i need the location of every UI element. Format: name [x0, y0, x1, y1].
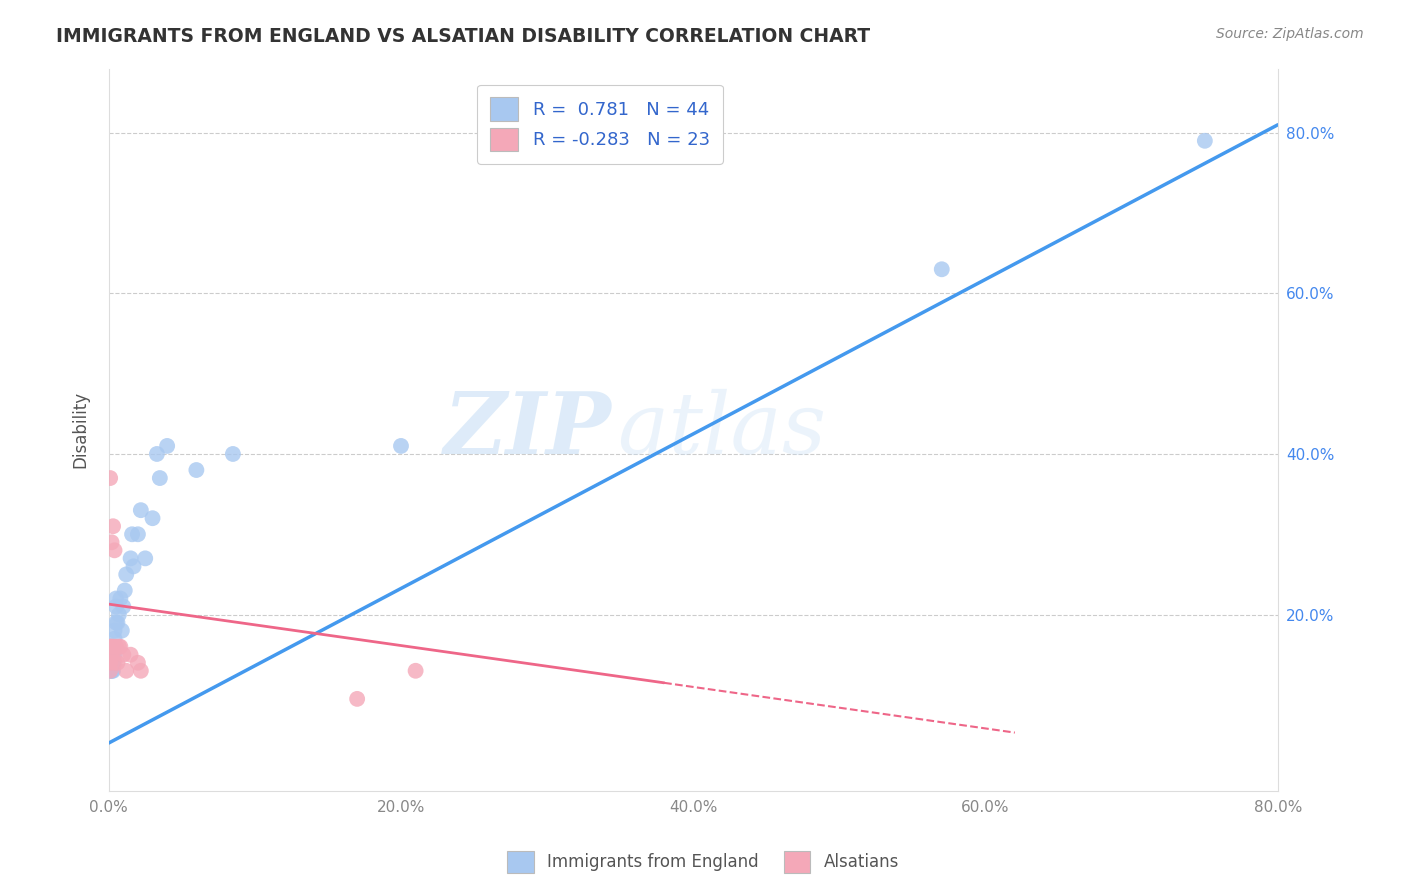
Text: IMMIGRANTS FROM ENGLAND VS ALSATIAN DISABILITY CORRELATION CHART: IMMIGRANTS FROM ENGLAND VS ALSATIAN DISA…: [56, 27, 870, 45]
Point: [389, 439, 412, 453]
Point: [346, 691, 368, 706]
Point: [98, 471, 121, 485]
Point: [114, 583, 136, 598]
Point: [115, 664, 138, 678]
Point: [101, 519, 124, 533]
Point: [110, 591, 132, 606]
Point: [127, 527, 149, 541]
Point: [100, 640, 122, 654]
Point: [103, 543, 125, 558]
Point: [103, 648, 125, 662]
Point: [122, 559, 145, 574]
Point: [100, 648, 122, 662]
Point: [104, 640, 127, 654]
Point: [141, 511, 163, 525]
Y-axis label: Disability: Disability: [72, 392, 89, 468]
Point: [127, 656, 149, 670]
Text: Source: ZipAtlas.com: Source: ZipAtlas.com: [1216, 27, 1364, 41]
Point: [146, 447, 169, 461]
Point: [121, 527, 143, 541]
Point: [110, 640, 132, 654]
Point: [156, 439, 179, 453]
Point: [103, 624, 125, 638]
Point: [120, 648, 142, 662]
Point: [129, 503, 152, 517]
Point: [100, 656, 122, 670]
Point: [107, 615, 129, 630]
Point: [186, 463, 208, 477]
Point: [98, 656, 121, 670]
Point: [100, 664, 122, 678]
Text: ZIP: ZIP: [443, 388, 612, 472]
Point: [129, 664, 152, 678]
Point: [104, 591, 127, 606]
Point: [120, 551, 142, 566]
Point: [112, 599, 135, 614]
Point: [111, 624, 134, 638]
Text: atlas: atlas: [617, 389, 827, 471]
Point: [98, 664, 121, 678]
Point: [98, 640, 121, 654]
Point: [107, 656, 129, 670]
Point: [101, 656, 124, 670]
Point: [1194, 134, 1216, 148]
Point: [101, 648, 124, 662]
Point: [108, 640, 131, 654]
Point: [931, 262, 953, 277]
Point: [112, 648, 135, 662]
Point: [100, 648, 122, 662]
Point: [103, 656, 125, 670]
Point: [98, 648, 121, 662]
Point: [134, 551, 156, 566]
Point: [100, 648, 122, 662]
Point: [115, 567, 138, 582]
Point: [98, 664, 121, 678]
Point: [108, 607, 131, 622]
Point: [104, 615, 127, 630]
Point: [405, 664, 427, 678]
Point: [222, 447, 245, 461]
Point: [149, 471, 172, 485]
Point: [100, 664, 122, 678]
Point: [104, 599, 127, 614]
Point: [101, 656, 124, 670]
Point: [101, 664, 124, 678]
Point: [98, 648, 121, 662]
Legend: Immigrants from England, Alsatians: Immigrants from England, Alsatians: [501, 845, 905, 880]
Point: [101, 640, 124, 654]
Point: [98, 656, 121, 670]
Point: [98, 656, 121, 670]
Point: [98, 640, 121, 654]
Point: [100, 535, 122, 549]
Point: [103, 632, 125, 646]
Legend: R =  0.781   N = 44, R = -0.283   N = 23: R = 0.781 N = 44, R = -0.283 N = 23: [477, 85, 723, 163]
Point: [100, 640, 122, 654]
Point: [101, 640, 124, 654]
